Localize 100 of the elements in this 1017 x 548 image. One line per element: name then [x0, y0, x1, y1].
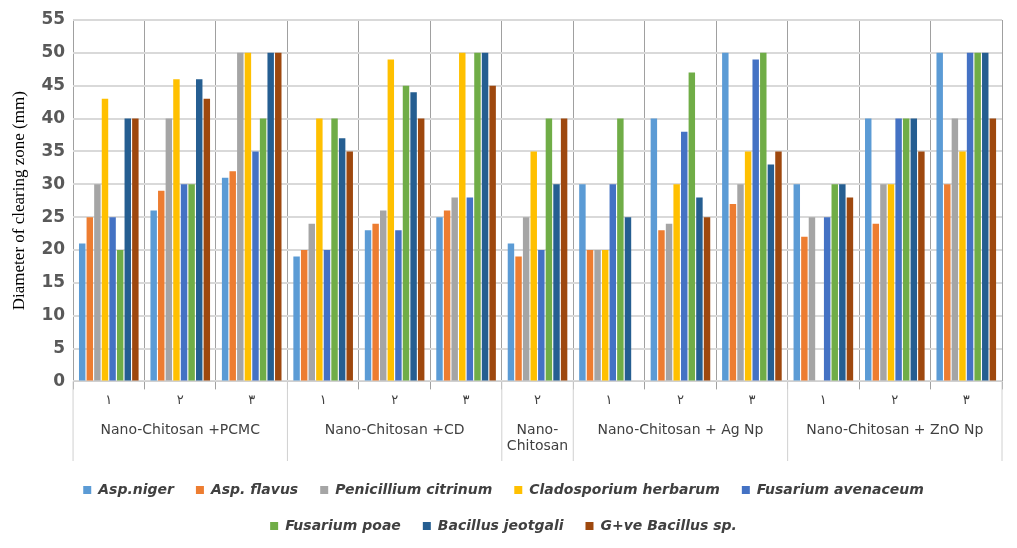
bar [579, 184, 586, 381]
bar [229, 171, 236, 381]
bar [158, 190, 165, 381]
bar [109, 217, 116, 381]
bar [594, 249, 601, 381]
bar [553, 184, 560, 381]
bar [880, 184, 887, 381]
bar [808, 217, 816, 381]
bar [951, 118, 959, 381]
bar [196, 79, 203, 381]
bar [78, 243, 86, 381]
bar [872, 223, 880, 381]
bar [451, 197, 458, 381]
bar [601, 249, 609, 381]
bar [902, 118, 910, 381]
x-tick-label: ١ [319, 391, 327, 407]
legend-label: Fusarium avenaceum [756, 480, 924, 497]
bar [966, 52, 974, 381]
x-tick-label: ٣ [462, 391, 470, 407]
bar [624, 217, 632, 381]
x-tick-label: ٣ [748, 391, 756, 407]
bar [936, 52, 943, 381]
bar [545, 118, 553, 381]
legend-label: Bacillus jeotgali [437, 516, 564, 533]
y-tick-label: 45 [41, 74, 66, 95]
bar [737, 184, 744, 381]
bar [767, 164, 775, 381]
bar [729, 203, 737, 381]
y-tick-label: 55 [41, 8, 66, 29]
legend-label: Asp.niger [97, 480, 176, 497]
bar [489, 85, 496, 381]
y-tick-label: 5 [53, 336, 66, 357]
bar [865, 118, 872, 381]
bar [150, 210, 157, 381]
bar [94, 184, 101, 381]
bar [459, 52, 466, 381]
legend-label: Cladosporium herbarum [529, 480, 720, 497]
x-tick-label: ٢ [891, 391, 899, 407]
y-tick-label: 25 [41, 205, 66, 226]
y-tick-label: 0 [53, 369, 66, 390]
bar [538, 249, 545, 381]
legend-label: G+ve Bacillus sp. [600, 516, 737, 533]
bar [436, 217, 443, 381]
text: Nano-Chitosan +PCMC [100, 421, 261, 438]
bar [338, 138, 346, 381]
x-tick-label: ١ [105, 391, 113, 407]
bar [380, 210, 387, 381]
bar [252, 151, 259, 381]
bar [846, 197, 854, 381]
bar [387, 59, 395, 381]
bar [989, 118, 997, 381]
bar [959, 151, 966, 381]
bar [944, 184, 951, 381]
bar [410, 92, 417, 381]
bar [244, 52, 252, 381]
bar [481, 52, 489, 381]
bar [752, 59, 759, 381]
bar [831, 184, 838, 381]
bar [650, 118, 658, 381]
bar [839, 184, 846, 381]
bar [793, 184, 801, 381]
bar [267, 52, 274, 381]
bar [417, 118, 425, 381]
x-tick-label: ١ [819, 391, 827, 407]
y-tick-label: 20 [41, 238, 66, 259]
bar [744, 151, 752, 381]
bar [364, 230, 372, 381]
legend-label: Fusarium poae [285, 516, 401, 533]
bar [522, 217, 530, 381]
bar [180, 184, 188, 381]
x-tick-label: ٣ [248, 391, 256, 407]
bar [658, 230, 665, 381]
bar [402, 85, 410, 381]
x-tick-label: ٢ [534, 391, 542, 407]
bar [673, 184, 680, 381]
bar [86, 217, 94, 381]
bar [609, 184, 617, 381]
bar [259, 118, 267, 381]
x-tick-label: ٣ [962, 391, 970, 407]
bar [237, 52, 244, 381]
bar [132, 118, 139, 381]
bar [775, 151, 782, 381]
legend-label: Asp. flavus [209, 480, 299, 497]
y-axis-title: Diameter of clearing zone (mm) [8, 91, 28, 311]
y-tick-label: 35 [41, 139, 66, 160]
y-tick-label: 10 [41, 304, 66, 325]
bar [101, 98, 109, 381]
bar [300, 249, 308, 381]
text: Nano-Chitosan +CD [324, 421, 465, 438]
bar [507, 243, 515, 381]
y-tick-label: 40 [41, 106, 66, 127]
bar [617, 118, 624, 381]
bar [443, 210, 451, 381]
bar [823, 217, 831, 381]
bar [801, 236, 808, 381]
bar [124, 118, 131, 381]
bar [275, 52, 282, 381]
bar [982, 52, 989, 381]
y-tick-label: 15 [41, 271, 66, 292]
x-tick-label: ٢ [176, 391, 184, 407]
